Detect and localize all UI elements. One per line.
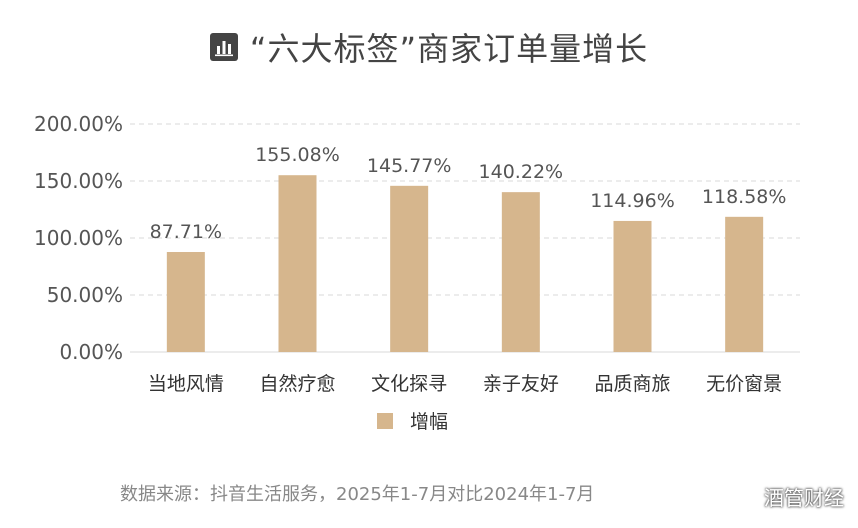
data-label: 145.77%	[367, 155, 452, 177]
watermark: 酒管财经	[764, 486, 844, 510]
bar-chart-icon	[209, 33, 238, 61]
x-tick-label: 当地风情	[148, 373, 224, 395]
y-tick-label: 0.00%	[59, 340, 123, 364]
y-tick-label: 200.00%	[34, 112, 123, 136]
source-note: 数据来源：抖音生活服务，2025年1-7月对比2024年1-7月	[120, 484, 595, 505]
bar-chart: 0.00% 50.00% 100.00% 150.00% 200.00% 87.71% 当地…	[34, 112, 800, 433]
x-tick-label: 亲子友好	[483, 373, 559, 395]
y-tick-label: 100.00%	[34, 226, 123, 250]
legend-label: 增幅	[410, 411, 448, 433]
y-tick-label: 150.00%	[34, 169, 123, 193]
x-tick-label: 品质商旅	[594, 373, 670, 395]
x-tick-label: 无价窗景	[706, 373, 782, 395]
bar	[613, 220, 652, 352]
data-label: 118.58%	[702, 186, 787, 208]
chart-title-text: “六大标签”商家订单量增长	[249, 30, 649, 68]
bar	[390, 185, 429, 352]
data-label: 87.71%	[150, 221, 222, 243]
data-label: 155.08%	[255, 144, 340, 166]
chart-title: “六大标签”商家订单量增长	[0, 24, 858, 70]
legend-swatch	[377, 413, 393, 429]
bar	[278, 175, 317, 352]
y-tick-label: 50.00%	[47, 283, 123, 307]
bar	[501, 192, 540, 352]
bar	[166, 252, 205, 352]
data-label: 140.22%	[479, 161, 564, 183]
data-label: 114.96%	[590, 190, 675, 212]
x-tick-label: 文化探寻	[371, 373, 447, 395]
x-tick-label: 自然疗愈	[259, 373, 335, 395]
bar	[725, 216, 764, 352]
